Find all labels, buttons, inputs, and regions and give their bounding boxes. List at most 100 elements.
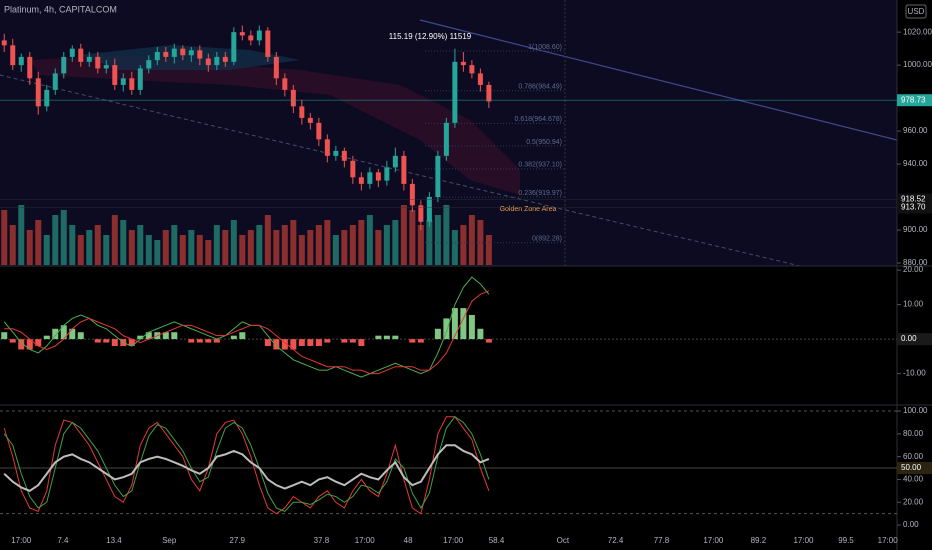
volume-bar <box>94 225 101 265</box>
candle-body <box>1 40 7 46</box>
histogram-bar <box>9 339 16 343</box>
histogram-bar <box>324 339 331 343</box>
histogram-bar <box>392 335 399 340</box>
volume-bar <box>409 210 416 265</box>
candle-body <box>69 48 75 57</box>
candle-body <box>486 84 492 102</box>
fib-label: 0.5(950.94) <box>526 139 562 146</box>
fib-label: 0.618(964.678) <box>515 116 562 123</box>
candle-body <box>392 155 398 168</box>
candle-body <box>248 35 254 41</box>
candle-body <box>384 167 390 181</box>
histogram-bar <box>383 335 390 340</box>
histogram-bar <box>451 308 458 340</box>
volume-bar <box>103 235 110 265</box>
x-tick-label: 48 <box>404 536 413 545</box>
volume-bar <box>1 210 8 265</box>
histogram-bar <box>60 325 67 340</box>
volume-bar <box>205 240 212 265</box>
y-tick-label: 940.00 <box>903 159 928 168</box>
candle-body <box>18 56 24 66</box>
fib-label: 0.786(984.49) <box>518 84 562 91</box>
volume-bar <box>477 220 484 265</box>
histogram-bar <box>171 332 178 340</box>
volume-bar <box>188 230 195 265</box>
x-tick-label: 17:00 <box>355 536 376 545</box>
candle-body <box>171 48 177 57</box>
candle-body <box>61 56 67 74</box>
histogram-bar <box>434 328 441 340</box>
candle-body <box>418 205 424 222</box>
candle-body <box>35 78 41 107</box>
histogram-bar <box>460 308 467 340</box>
indicator-line <box>4 290 490 375</box>
price-box: 913.70 <box>897 201 932 214</box>
y-tick-label: 960.00 <box>903 126 928 135</box>
price-box-bg <box>897 94 932 107</box>
candle-body <box>95 56 101 69</box>
histogram-bar <box>315 339 322 347</box>
y-tick-label: -10.00 <box>903 369 926 378</box>
chart-title: Platinum, 4h, CAPITALCOM <box>4 4 117 14</box>
volume-bar <box>281 225 288 265</box>
volume-bar <box>468 215 475 265</box>
price-box: 0.00 <box>897 333 932 346</box>
volume-bar <box>9 225 16 265</box>
volume-bar <box>69 225 76 265</box>
currency-box <box>905 4 927 19</box>
volume-bar <box>426 220 433 265</box>
histogram-bar <box>1 332 8 340</box>
price-box-label: 978.73 <box>901 95 926 104</box>
volume-bar <box>366 215 373 265</box>
histogram-bar <box>307 339 314 347</box>
fib-label: 1(1008.60) <box>528 44 562 51</box>
volume-bar <box>315 225 322 265</box>
y-tick-label: 100.00 <box>903 406 928 415</box>
price-box-label: 913.70 <box>901 203 926 212</box>
candle-body <box>324 139 330 156</box>
candle-body <box>52 73 58 90</box>
x-tick-label: 37.8 <box>314 536 330 545</box>
volume-bar <box>239 235 246 265</box>
histogram-bar <box>18 339 25 350</box>
y-tick-label: 1020.00 <box>903 27 932 36</box>
y-tick-label: 0.00 <box>903 520 919 529</box>
histogram-bar <box>35 339 42 347</box>
volume-bar <box>222 230 229 265</box>
volume-bar <box>52 215 59 265</box>
candle-body <box>307 117 313 123</box>
candle-body <box>299 106 305 118</box>
histogram-bar <box>477 328 484 340</box>
candle-body <box>273 56 279 79</box>
x-tick-label: 17:00 <box>793 536 814 545</box>
x-tick-label: 58.4 <box>489 536 505 545</box>
candle-body <box>231 32 237 62</box>
volume-bar <box>443 205 450 265</box>
volume-bar <box>349 225 356 265</box>
volume-bar <box>298 235 305 265</box>
histogram-bar <box>239 332 246 340</box>
candle-body <box>222 56 228 62</box>
histogram-bar <box>145 332 152 340</box>
histogram-bar <box>77 332 84 340</box>
volume-bar <box>264 215 271 265</box>
histogram-bar <box>52 328 59 340</box>
x-tick-label: 17:00 <box>11 536 32 545</box>
cloud <box>30 55 520 195</box>
trend-line <box>419 19 898 141</box>
price-box-label: 50.00 <box>901 463 922 472</box>
candle-body <box>120 78 126 85</box>
x-tick-label: 13.4 <box>106 536 122 545</box>
histogram-bar <box>162 332 169 340</box>
histogram-bar <box>264 339 271 347</box>
volume-bar <box>485 235 492 265</box>
candle-body <box>316 122 322 140</box>
histogram-bar <box>188 339 195 343</box>
candle-body <box>443 122 449 156</box>
volume-bar <box>341 230 348 265</box>
histogram-bar <box>137 335 144 340</box>
x-tick-label: 17:00 <box>703 536 724 545</box>
histogram-bar <box>443 318 450 340</box>
volume-bar <box>43 235 50 265</box>
